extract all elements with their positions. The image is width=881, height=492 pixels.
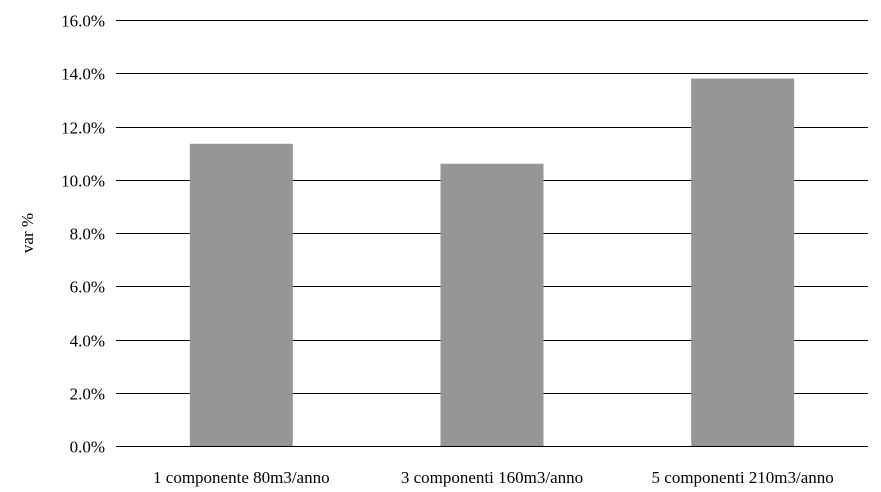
x-category-label: 5 componenti 210m3/anno bbox=[652, 468, 834, 487]
y-axis-title: var % bbox=[18, 213, 37, 253]
y-tick-label: 4.0% bbox=[70, 332, 105, 351]
x-category-label: 3 componenti 160m3/anno bbox=[401, 468, 583, 487]
x-axis-category-labels: 1 componente 80m3/anno 3 componenti 160m3… bbox=[153, 468, 834, 487]
bar bbox=[189, 143, 293, 446]
y-tick-label: 14.0% bbox=[61, 65, 105, 84]
y-tick-label: 10.0% bbox=[61, 172, 105, 191]
y-tick-label: 16.0% bbox=[61, 12, 105, 31]
y-tick-label: 0.0% bbox=[70, 438, 105, 457]
y-tick-label: 6.0% bbox=[70, 278, 105, 297]
y-tick-label: 2.0% bbox=[70, 385, 105, 404]
bar bbox=[440, 163, 544, 446]
x-category-label: 1 componente 80m3/anno bbox=[153, 468, 330, 487]
y-tick-label: 8.0% bbox=[70, 225, 105, 244]
y-axis-tick-labels: 0.0% 2.0% 4.0% 6.0% 8.0% 10.0% 12.0% 14.0% 16.0% bbox=[61, 12, 105, 457]
y-tick-label: 12.0% bbox=[61, 119, 105, 138]
bars bbox=[189, 78, 795, 446]
bar bbox=[691, 78, 795, 446]
